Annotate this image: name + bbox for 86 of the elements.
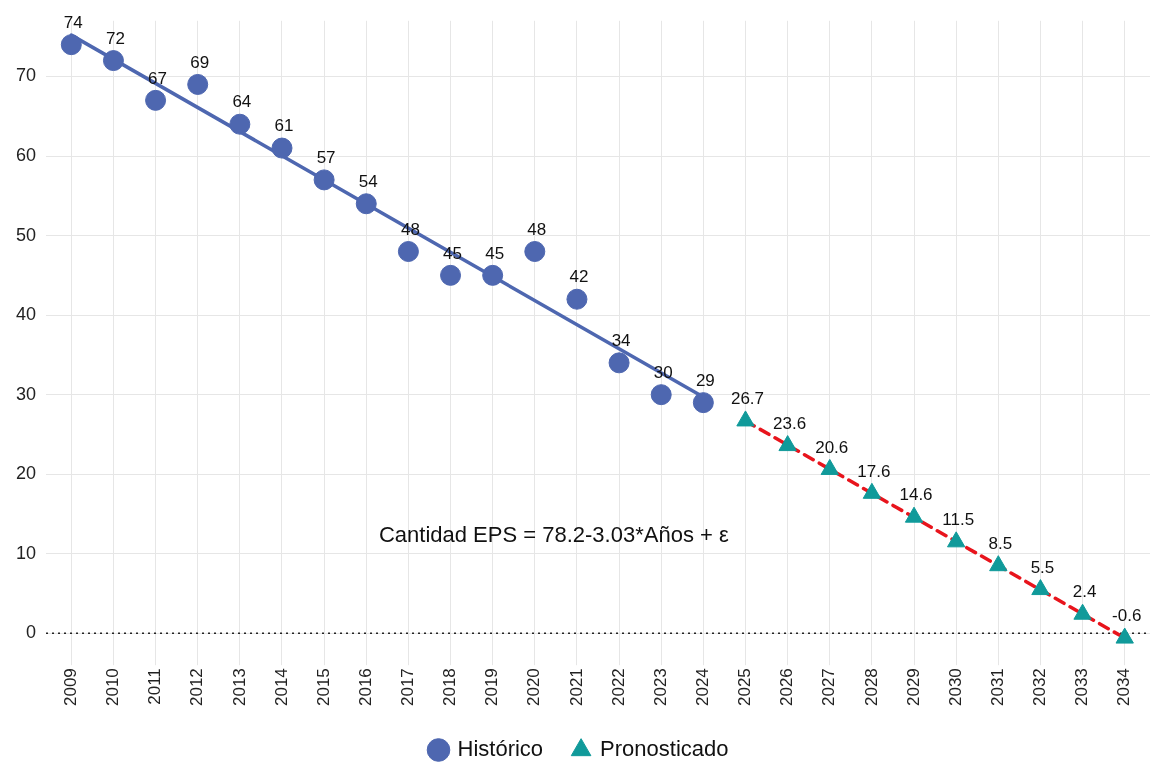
x-tick-label: 2019 — [482, 668, 502, 707]
point — [524, 240, 546, 262]
x-tick-label: 2018 — [440, 668, 460, 707]
data-label: 8.5 — [988, 533, 1013, 553]
x-tick-label: 2033 — [1072, 668, 1092, 707]
y-tick-label: 70 — [15, 65, 37, 86]
x-tick-label: 2017 — [398, 668, 418, 707]
data-label: 23.6 — [773, 413, 807, 433]
x-tick-label: 2027 — [819, 668, 839, 707]
data-label: 45 — [485, 243, 505, 263]
data-label: 54 — [358, 171, 378, 191]
point — [692, 392, 714, 414]
x-tick-label: 2016 — [355, 668, 375, 707]
y-tick-label: 20 — [15, 463, 37, 484]
point — [736, 410, 755, 427]
data-label: -0.6 — [1112, 606, 1142, 626]
point — [1115, 627, 1134, 644]
point — [1031, 579, 1050, 596]
legend-label: Pronosticado — [600, 736, 729, 762]
annotation: Cantidad EPS = 78.2-3.03*Años + ε — [378, 522, 729, 548]
y-tick-label: 0 — [26, 622, 37, 643]
point — [102, 50, 124, 72]
x-tick-label: 2029 — [903, 668, 923, 707]
point — [608, 352, 630, 374]
data-label: 2.4 — [1072, 582, 1097, 602]
x-tick-label: 2013 — [229, 668, 249, 707]
point — [989, 555, 1008, 572]
point — [355, 193, 377, 215]
x-tick-label: 2030 — [945, 668, 965, 707]
data-label: 14.6 — [899, 485, 933, 505]
x-tick-label: 2025 — [735, 668, 755, 707]
data-label: 72 — [105, 28, 125, 48]
point — [566, 288, 588, 310]
point — [397, 240, 419, 262]
point — [60, 34, 82, 56]
data-label: 34 — [611, 331, 631, 351]
data-label: 26.7 — [730, 389, 765, 409]
x-tick-label: 2026 — [777, 668, 797, 707]
data-label: 67 — [148, 68, 168, 88]
x-tick-label: 2022 — [608, 668, 628, 707]
data-label: 64 — [232, 92, 252, 112]
point — [862, 482, 882, 499]
data-label: 5.5 — [1030, 557, 1055, 577]
x-tick-label: 2011 — [145, 668, 165, 705]
x-tick-label: 2028 — [861, 668, 881, 707]
data-label: 61 — [274, 116, 294, 136]
point — [947, 531, 966, 548]
x-tick-label: 2010 — [103, 668, 123, 707]
x-tick-label: 2031 — [988, 668, 1007, 707]
data-label: 29 — [695, 370, 715, 390]
x-tick-label: 2009 — [60, 668, 80, 707]
x-tick-label: 2021 — [566, 668, 586, 707]
point — [778, 435, 797, 452]
data-label: 69 — [190, 52, 210, 72]
x-tick-label: 2015 — [313, 668, 333, 707]
point — [313, 169, 335, 191]
point — [145, 89, 167, 111]
point — [271, 137, 293, 159]
x-tick-label: 2020 — [524, 668, 544, 707]
point — [187, 73, 209, 95]
x-tick-label: 2032 — [1030, 668, 1050, 707]
point — [229, 113, 251, 135]
x-tick-label: 2014 — [271, 668, 291, 707]
legend-label: Histórico — [457, 736, 544, 762]
y-tick-label: 40 — [15, 304, 37, 325]
x-tick-label: 2012 — [187, 668, 207, 707]
data-label: 74 — [63, 12, 83, 32]
y-tick-label: 50 — [15, 224, 37, 245]
x-tick-label: 2034 — [1114, 668, 1134, 707]
x-tick-label: 2023 — [650, 668, 670, 707]
y-tick-label: 60 — [15, 145, 37, 165]
point — [1073, 603, 1092, 620]
data-label: 17.6 — [857, 461, 891, 481]
data-label: 57 — [316, 148, 336, 168]
data-label: 42 — [569, 267, 589, 287]
point — [650, 384, 672, 406]
y-tick-label: 30 — [15, 383, 37, 404]
point — [904, 506, 924, 523]
data-label: 20.6 — [815, 437, 849, 457]
point — [820, 458, 839, 475]
point — [482, 264, 504, 286]
y-tick-label: 10 — [15, 542, 37, 563]
data-label: 48 — [527, 219, 547, 239]
x-tick-label: 2024 — [693, 668, 713, 707]
point — [440, 264, 462, 286]
data-label: 11.5 — [942, 510, 975, 530]
